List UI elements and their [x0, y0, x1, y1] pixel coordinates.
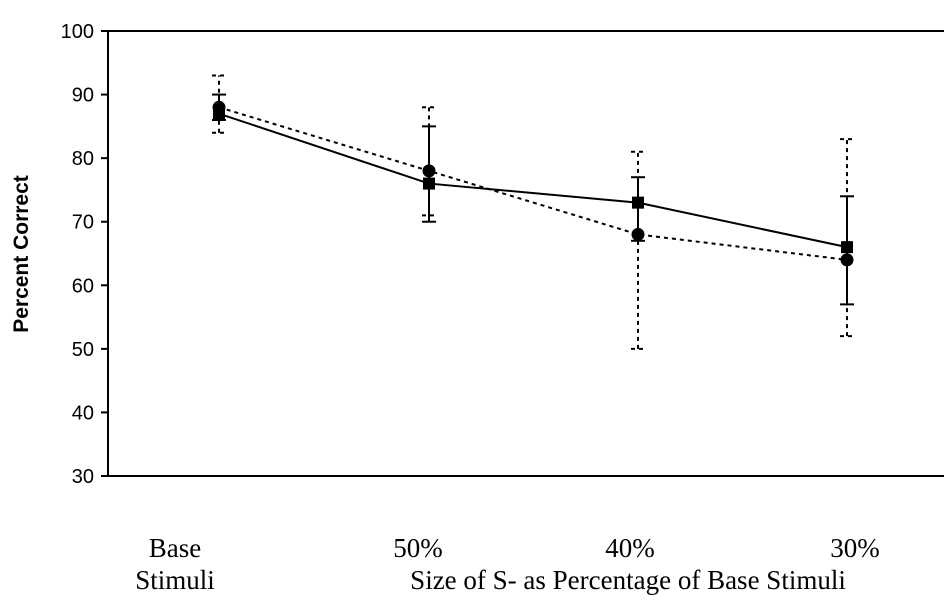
- y-axis-ticks: 30 40 50 60 70 80 90 100: [61, 21, 108, 488]
- y-tick-label: 30: [72, 466, 94, 488]
- data-point-square: [423, 177, 435, 190]
- y-axis-label: Percent Correct: [10, 175, 33, 333]
- plot-area: [107, 30, 944, 477]
- y-tick-label: 70: [72, 212, 94, 234]
- y-tick-label: 50: [72, 339, 94, 361]
- series-line: [218, 106, 848, 261]
- data-point-square: [841, 241, 853, 254]
- category-label: 50%: [393, 533, 443, 563]
- series-square: [212, 93, 854, 306]
- y-tick-label: 60: [72, 275, 94, 297]
- y-tick-label: 40: [72, 402, 94, 424]
- series-layer: [212, 74, 854, 350]
- category-sublabel: Stimuli: [135, 565, 215, 595]
- y-tick-label: 80: [72, 148, 94, 170]
- y-tick-label: 90: [72, 85, 94, 107]
- series-line: [218, 112, 848, 249]
- y-tick-label: 100: [61, 21, 94, 43]
- category-label: 30%: [830, 533, 880, 563]
- category-label: 40%: [605, 533, 655, 563]
- data-point-square: [213, 107, 225, 120]
- data-point-square: [632, 196, 644, 209]
- category-label: Base: [149, 533, 202, 563]
- category-labels: Base 50% 40% 30%: [149, 533, 880, 563]
- x-axis-label: Size of S- as Percentage of Base Stimuli: [410, 565, 846, 595]
- series-circle: [212, 74, 854, 350]
